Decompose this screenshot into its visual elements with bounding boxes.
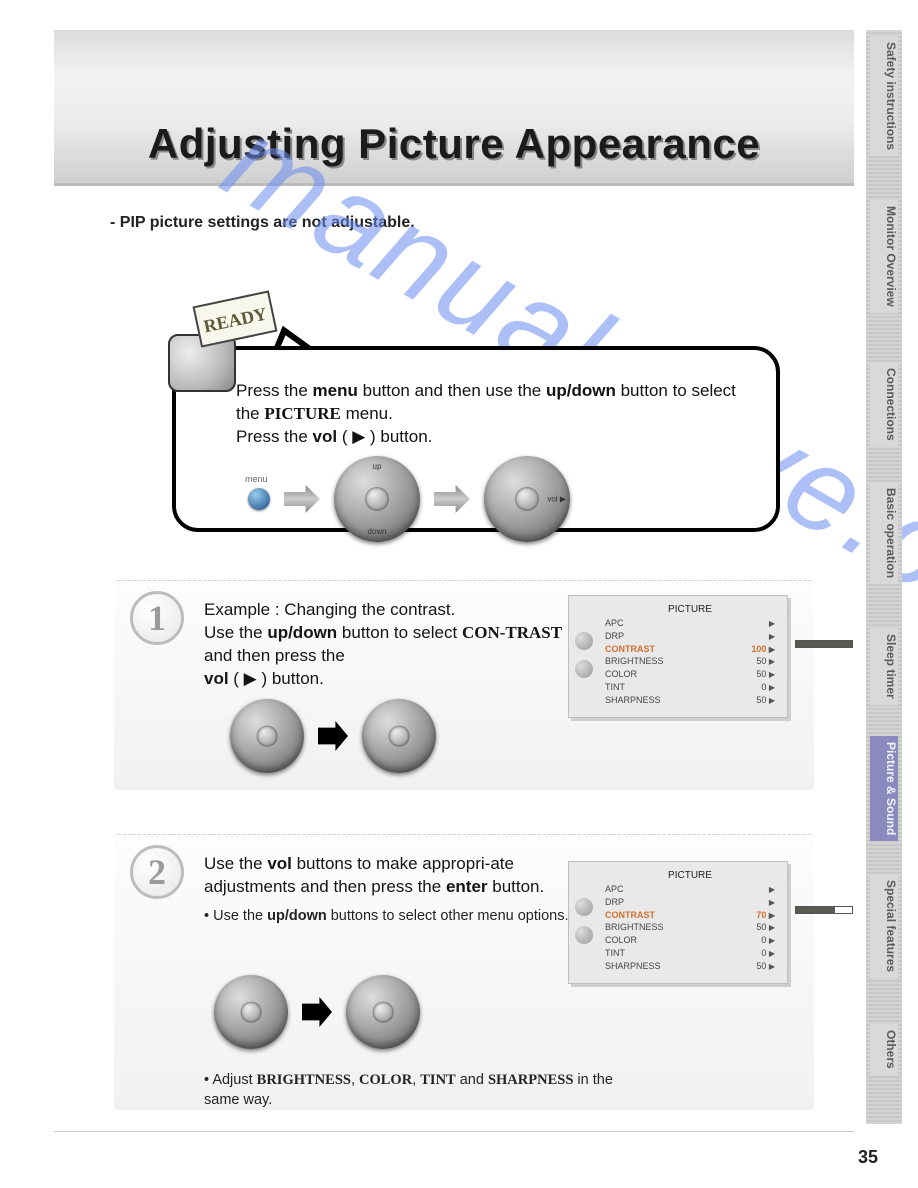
osd-preview-1: PICTURE APC ▶DRP ▶CONTRAST100 ▶BRIGHTNES… [568, 595, 788, 718]
osd-title: PICTURE [601, 870, 779, 881]
kw-vol: vol [313, 427, 338, 446]
ready-controls: menu up down vol ▶ [248, 456, 570, 542]
arrow-right-icon [302, 997, 332, 1027]
side-tab[interactable]: Picture & Sound [870, 736, 898, 841]
osd-preview-2: PICTURE APC ▶DRP ▶CONTRAST70 ▶BRIGHTNESS… [568, 861, 788, 984]
txt: button to select [337, 623, 462, 642]
txt: Press the [236, 381, 313, 400]
kw: TINT [420, 1072, 455, 1088]
kw-updown: up/down [546, 381, 616, 400]
txt: Use the [204, 623, 267, 642]
txt: button. [488, 877, 545, 896]
txt: menu. [341, 404, 393, 423]
step-2-sub1: Use the up/down buttons to select other … [204, 907, 574, 927]
txt: Use the [213, 908, 267, 924]
lbl: up [373, 462, 382, 471]
osd-row: TINT0 ▶ [601, 681, 779, 694]
txt: Adjust [212, 1072, 256, 1088]
side-tab[interactable]: Basic operation [870, 482, 898, 584]
txt: ( ▶ ) button. [337, 427, 432, 446]
side-tab[interactable]: Monitor Overview [870, 200, 898, 313]
osd-row: CONTRAST100 ▶ [601, 643, 779, 656]
osd-icon [575, 898, 593, 916]
step-1-block: 1 Example : Changing the contrast. Use t… [114, 580, 814, 790]
title-banner: Adjusting Picture Appearance Adjusting P… [54, 30, 854, 186]
nav-dial-icon [362, 699, 436, 773]
step-2-text: Use the vol buttons to make appropri-ate… [204, 853, 564, 899]
txt: buttons to select other menu options. [327, 908, 569, 924]
lbl: vol ▶ [547, 495, 566, 504]
nav-dial-icon [214, 975, 288, 1049]
side-tab[interactable]: Sleep timer [870, 628, 898, 705]
pip-note: - PIP picture settings are not adjustabl… [110, 214, 415, 232]
osd-row: DRP ▶ [601, 896, 779, 909]
osd-row: BRIGHTNESS50 ▶ [601, 655, 779, 668]
kw-updown: up/down [267, 908, 327, 924]
txt: Press the [236, 427, 313, 446]
kw: COLOR [359, 1072, 412, 1088]
osd-title: PICTURE [601, 604, 779, 615]
kw-picture: PICTURE [264, 404, 341, 423]
step-2-sub2: Adjust BRIGHTNESS, COLOR, TINT and SHARP… [204, 1071, 644, 1110]
menu-label: menu [245, 474, 268, 484]
osd-row: APC ▶ [601, 617, 779, 630]
step1-controls [230, 699, 436, 773]
side-tab[interactable]: Special features [870, 874, 898, 978]
txt: Use the [204, 854, 267, 873]
step-2-block: 2 Use the vol buttons to make appropri-a… [114, 834, 814, 1110]
osd-row: DRP ▶ [601, 630, 779, 643]
txt: Example : Changing the contrast. [204, 600, 455, 619]
kw-contrast: CON-TRAST [462, 623, 562, 642]
kw-vol: vol [204, 669, 229, 688]
arrow-right-icon [284, 485, 320, 513]
side-tab[interactable]: Connections [870, 362, 898, 447]
nav-dial-icon [346, 975, 420, 1049]
kw-vol: vol [267, 854, 292, 873]
osd-row: SHARPNESS50 ▶ [601, 694, 779, 707]
nav-dial-icon [230, 699, 304, 773]
step-number: 2 [130, 845, 184, 899]
kw: BRIGHTNESS [257, 1072, 351, 1088]
nav-dial-icon: vol ▶ [484, 456, 570, 542]
osd-bar [795, 640, 853, 648]
osd-row: APC ▶ [601, 883, 779, 896]
menu-button-icon [248, 488, 270, 510]
txt: ( ▶ ) button. [229, 669, 324, 688]
side-tab[interactable]: Others [870, 1024, 898, 1075]
step2-controls [214, 975, 420, 1049]
footer-rule [54, 1131, 854, 1132]
osd-icon [575, 660, 593, 678]
page-title: Adjusting Picture Appearance [54, 120, 854, 168]
kw: SHARPNESS [488, 1072, 573, 1088]
osd-row: BRIGHTNESS50 ▶ [601, 921, 779, 934]
step-1-text: Example : Changing the contrast. Use the… [204, 599, 564, 691]
kw-enter: enter [446, 877, 488, 896]
txt: and then press the [204, 646, 345, 665]
osd-row: TINT0 ▶ [601, 947, 779, 960]
osd-row: COLOR0 ▶ [601, 934, 779, 947]
osd-bar [795, 906, 853, 914]
page-number: 35 [858, 1147, 878, 1168]
osd-row: CONTRAST70 ▶ [601, 909, 779, 922]
lbl: down [367, 527, 386, 536]
kw-updown: up/down [267, 623, 337, 642]
osd-row: SHARPNESS50 ▶ [601, 960, 779, 973]
txt: button and then use the [358, 381, 546, 400]
side-tab[interactable]: Safety instructions [870, 36, 898, 156]
arrow-right-icon [318, 721, 348, 751]
step-number: 1 [130, 591, 184, 645]
osd-icon [575, 632, 593, 650]
osd-row: COLOR50 ▶ [601, 668, 779, 681]
ready-instructions: Press the menu button and then use the u… [236, 380, 764, 449]
nav-dial-icon: up down [334, 456, 420, 542]
kw-menu: menu [313, 381, 358, 400]
osd-icon [575, 926, 593, 944]
txt: and [456, 1072, 488, 1088]
arrow-right-icon [434, 485, 470, 513]
